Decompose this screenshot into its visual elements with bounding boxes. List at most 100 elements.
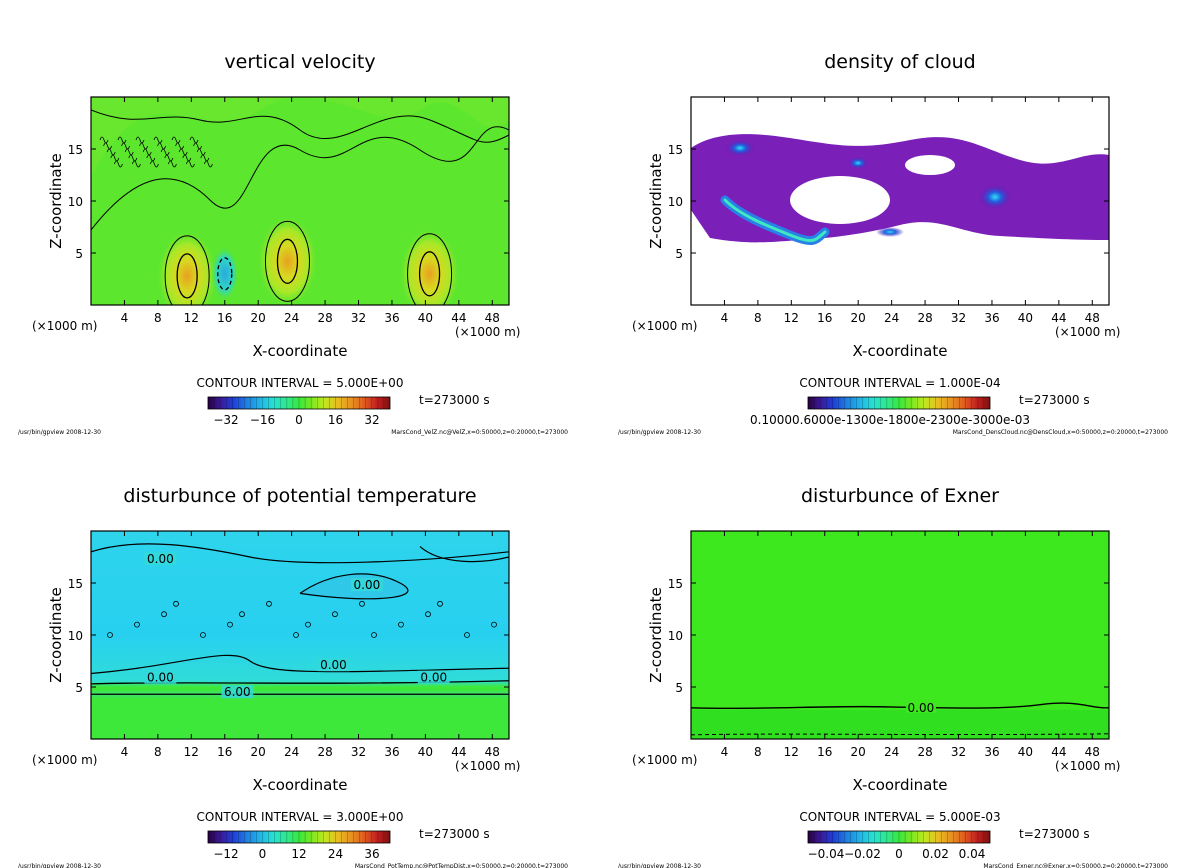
contour-label: 0.00 (320, 658, 347, 672)
chart-title: disturbunce of potential temperature (123, 485, 476, 507)
small-contour (196, 148, 206, 156)
x-tick-label: 4 (721, 745, 729, 759)
updraft-outer-contour-1 (164, 235, 210, 305)
small-contour (117, 136, 127, 144)
time-label: t=273000 s (1019, 827, 1090, 841)
colorbar-tick-label: 24 (328, 847, 343, 861)
small-contour (106, 148, 116, 156)
colorbar-tick-label: 16 (328, 413, 343, 427)
cloud-cell (979, 185, 1011, 209)
cloud-cell (876, 227, 904, 237)
small-contour (359, 600, 365, 607)
contour-line (91, 109, 509, 143)
y-tick-label: 15 (68, 577, 83, 591)
small-contour (371, 632, 377, 638)
dense-cloud-core (723, 198, 827, 243)
colorbar-tick-label: 0 (259, 847, 267, 861)
colorbar-tick-label: 36 (364, 847, 379, 861)
downdraft-core-4 (210, 245, 239, 302)
footer-left: /usr/bin/gpview 2008-12-30 (18, 863, 101, 868)
colorbar-tick-label: 0.04 (959, 847, 986, 861)
footer-left: /usr/bin/gpview 2008-12-30 (18, 429, 101, 436)
footer-right: MarsCond_PotTemp.nc@PotTempDist,x=0:5000… (355, 863, 568, 868)
footer-right: MarsCond_VelZ.nc@VelZ,x=0:50000,z=0:2000… (391, 429, 568, 436)
chart-panel-3: disturbunce of potential temperature 0.00… (18, 485, 568, 868)
x-tick-label: 32 (351, 311, 366, 325)
x-tick-label: 20 (851, 745, 866, 759)
colorbar-tick-label: −12 (213, 847, 238, 861)
cloud-region (691, 134, 1109, 243)
updraft-contour-3 (418, 251, 441, 297)
y-tick-label: 10 (68, 629, 83, 643)
x-tick-label: 4 (121, 311, 129, 325)
contour-line-dashed (691, 733, 1109, 736)
small-contour (121, 142, 130, 150)
x-tick-label: 40 (418, 745, 433, 759)
x-tick-label: 48 (485, 311, 500, 325)
updraft-core-2 (257, 216, 318, 305)
x-tick-label: 4 (121, 745, 129, 759)
x-tick-label: 20 (251, 311, 266, 325)
updraft-contour-2 (276, 238, 299, 284)
contour-label: 6.00 (224, 685, 251, 699)
y-tick-label: 10 (68, 195, 83, 209)
contour-label-bg (350, 578, 383, 592)
field-background (91, 531, 509, 739)
y-axis-label: Z-coordinate (647, 153, 665, 248)
x-tick-label: 8 (754, 311, 762, 325)
small-contour (135, 136, 145, 144)
x-tick-label: 16 (217, 745, 232, 759)
time-label: t=273000 s (419, 827, 490, 841)
x-tick-label: 16 (817, 745, 832, 759)
upper-region (91, 97, 509, 177)
small-contour (175, 142, 184, 150)
chart-title: vertical velocity (224, 51, 375, 73)
contour-label-bg (317, 658, 350, 672)
contour-label-bg (144, 670, 177, 684)
x-unit-label-right: (×1000 m) (1055, 325, 1120, 339)
x-unit-label-left: (×1000 m) (32, 753, 97, 767)
x-tick-label: 12 (784, 311, 799, 325)
small-contour (110, 154, 120, 162)
updraft-contour-1 (176, 253, 198, 299)
y-axis-label: Z-coordinate (47, 587, 65, 682)
x-tick-label: 36 (984, 745, 999, 759)
small-contour (491, 621, 497, 628)
contour-line (91, 654, 509, 675)
small-contour (193, 142, 202, 150)
x-tick-label: 16 (217, 311, 232, 325)
small-contour (146, 154, 156, 162)
colorbar-tick-label: −0.02 (844, 847, 881, 861)
x-unit-label-right: (×1000 m) (455, 759, 520, 773)
x-tick-label: 8 (754, 745, 762, 759)
small-contour (182, 154, 192, 162)
x-tick-label: 12 (184, 311, 199, 325)
contour-interval: CONTOUR INTERVAL = 5.000E-03 (799, 810, 1000, 824)
small-contour (200, 632, 206, 638)
y-tick-label: 5 (675, 247, 683, 261)
small-contour (168, 160, 177, 168)
colorbar-tick-label: 0 (895, 847, 903, 861)
x-tick-label: 40 (418, 311, 433, 325)
y-tick-label: 5 (675, 681, 683, 695)
x-tick-label: 24 (884, 311, 899, 325)
small-contour (153, 136, 163, 144)
x-tick-label: 8 (154, 745, 162, 759)
contour-interval: CONTOUR INTERVAL = 5.000E+00 (197, 376, 404, 390)
colorbar-tick-label: −32 (213, 413, 238, 427)
small-contour (107, 632, 113, 638)
colorbar-tick-label: 12 (291, 847, 306, 861)
small-contour (293, 632, 299, 638)
contour-label: 0.00 (908, 701, 935, 715)
small-contour (99, 136, 109, 144)
contour-label-bg (221, 685, 254, 699)
small-contour (139, 142, 148, 150)
x-tick-label: 24 (284, 745, 299, 759)
plot-field: 0.00 (691, 531, 1109, 739)
contour-label: 0.00 (420, 671, 447, 685)
small-contour (173, 600, 179, 607)
x-tick-label: 44 (1051, 745, 1066, 759)
